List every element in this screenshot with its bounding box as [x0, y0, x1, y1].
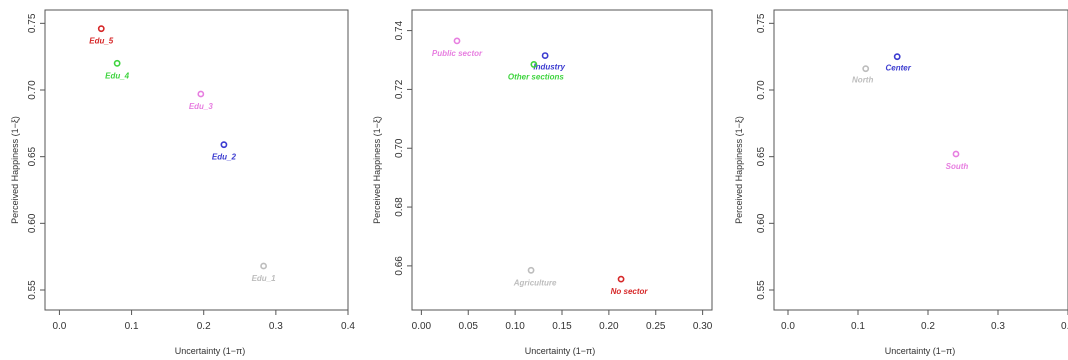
x-tick-label: 0.0: [52, 321, 66, 332]
x-axis-title: Uncertainty (1−π): [885, 346, 955, 356]
x-tick-label: 0.20: [599, 321, 619, 332]
data-point: [952, 150, 960, 158]
data-point: [617, 275, 625, 283]
plot-frame: [44, 9, 349, 311]
data-point: [220, 141, 228, 149]
x-tick-label: 0.3: [269, 321, 283, 332]
y-axis-title: Perceived Happiness (1−ξ): [734, 116, 744, 224]
x-tick-label: 0.30: [693, 321, 713, 332]
point-label: South: [946, 162, 969, 171]
plot-frame: [773, 9, 1068, 311]
y-tick-label: 0.65: [27, 146, 38, 166]
y-tick-label: 0.72: [394, 79, 405, 99]
x-axis-title: Uncertainty (1−π): [525, 346, 595, 356]
data-point: [113, 59, 121, 67]
y-tick-label: 0.74: [394, 20, 405, 40]
data-point: [97, 25, 105, 33]
x-tick-label: 0.4: [1061, 321, 1068, 332]
y-axis-title: Perceived Happiness (1−ξ): [10, 116, 20, 224]
panel-region: 0.0 0.1 0.2 0.3 0.4 0.55 0.60 0.65 0.70 0.75 Uncer…: [734, 9, 1068, 356]
point-label: Edu_3: [189, 102, 214, 111]
point-label: Edu_2: [212, 153, 237, 162]
data-point: [862, 65, 870, 73]
y-tick-label: 0.65: [756, 146, 767, 166]
y-tick-label: 0.60: [27, 213, 38, 233]
panel-sector: 0.00 0.05 0.10 0.15 0.20 0.25 0.30 0.66 0.68 0.70…: [372, 9, 713, 356]
x-axis-title: Uncertainty (1−π): [175, 346, 245, 356]
point-label: Center: [886, 64, 912, 73]
y-tick-label: 0.70: [27, 80, 38, 100]
data-point: [197, 90, 205, 98]
data-point: [530, 61, 538, 68]
data-point: [453, 37, 461, 45]
x-tick-label: 0.0: [781, 321, 795, 332]
point-label: Agriculture: [513, 278, 557, 287]
point-label: Edu_1: [252, 274, 277, 283]
y-tick-label: 0.55: [27, 280, 38, 300]
y-axis-title: Perceived Happiness (1−ξ): [372, 116, 382, 224]
y-tick-label: 0.75: [27, 13, 38, 33]
x-tick-label: 0.10: [505, 321, 525, 332]
panel-education: 0.0 0.1 0.2 0.3 0.4 0.55 0.60 0.65 0.70 0.75 Uncer…: [10, 9, 355, 356]
x-tick-label: 0.2: [921, 321, 935, 332]
point-label: Public sector: [432, 49, 483, 58]
x-tick-label: 0.2: [197, 321, 211, 332]
y-tick-label: 0.70: [756, 80, 767, 100]
x-tick-label: 0.4: [341, 321, 355, 332]
data-point: [541, 52, 549, 59]
point-label: No sector: [611, 287, 649, 296]
y-tick-label: 0.66: [394, 256, 405, 276]
x-tick-label: 0.05: [459, 321, 479, 332]
y-tick-label: 0.70: [394, 138, 405, 158]
y-tick-label: 0.60: [756, 213, 767, 233]
point-label: Other sections: [508, 72, 565, 81]
y-tick-label: 0.68: [394, 197, 405, 217]
x-tick-label: 0.1: [851, 321, 865, 332]
point-label: Edu_5: [89, 37, 114, 46]
data-point: [260, 262, 267, 270]
point-label: North: [852, 76, 873, 85]
point-label: Edu_4: [105, 71, 130, 80]
data-point: [527, 266, 535, 274]
y-tick-label: 0.75: [756, 13, 767, 33]
x-tick-label: 0.15: [552, 321, 572, 332]
x-tick-label: 0.25: [646, 321, 666, 332]
y-tick-label: 0.55: [756, 280, 767, 300]
x-tick-label: 0.1: [125, 321, 139, 332]
point-label: Industry: [533, 63, 565, 72]
x-tick-label: 0.3: [991, 321, 1005, 332]
data-point: [893, 53, 901, 61]
x-tick-label: 0.00: [412, 321, 432, 332]
